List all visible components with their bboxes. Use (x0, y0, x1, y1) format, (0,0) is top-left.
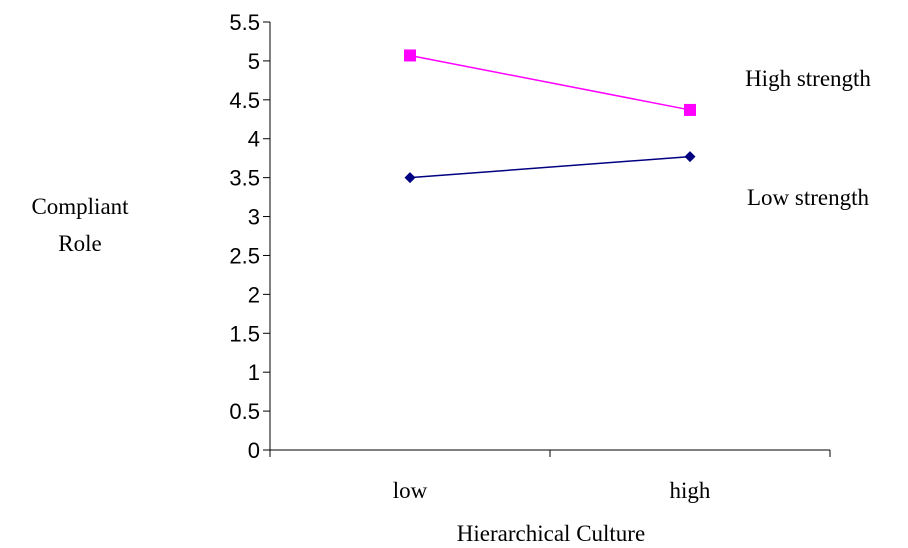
data-point-marker (404, 172, 416, 184)
y-axis-label-line-2: Role (58, 231, 101, 256)
series-group (404, 49, 696, 116)
y-tick-label: 2 (248, 282, 260, 307)
y-tick-label: 5 (248, 49, 260, 74)
series-name-label: Low strength (747, 185, 870, 210)
y-tick-label: 1.5 (229, 321, 260, 346)
series-line (409, 54, 691, 111)
x-tick-label: low (393, 478, 428, 503)
y-tick-label: 4 (248, 127, 260, 152)
y-tick-label: 1 (248, 360, 260, 385)
series-layer (404, 49, 696, 184)
y-ticks: 0 0.5 1 1.5 2 2.5 3 3.5 4 4.5 5 5.5 (229, 10, 270, 463)
x-axis-label: Hierarchical Culture (457, 521, 645, 546)
series-labels: High strength Low strength (745, 66, 871, 210)
data-point-marker (684, 151, 696, 163)
series-name-label: High strength (745, 66, 871, 91)
y-axis-label-line-1: Compliant (31, 194, 129, 219)
y-tick-label: 0 (248, 438, 260, 463)
series-line (409, 155, 691, 179)
data-point-marker (404, 49, 416, 62)
y-tick-label: 4.5 (229, 88, 260, 113)
y-tick-label: 2.5 (229, 243, 260, 268)
y-tick-label: 0.5 (229, 399, 260, 424)
data-point-marker (684, 103, 696, 116)
y-tick-label: 3.5 (229, 166, 260, 191)
x-ticks: low high (269, 450, 831, 503)
y-tick-label: 3 (248, 205, 260, 230)
y-tick-label: 5.5 (229, 10, 260, 35)
series-group (404, 151, 696, 184)
x-tick-label: high (670, 478, 711, 503)
